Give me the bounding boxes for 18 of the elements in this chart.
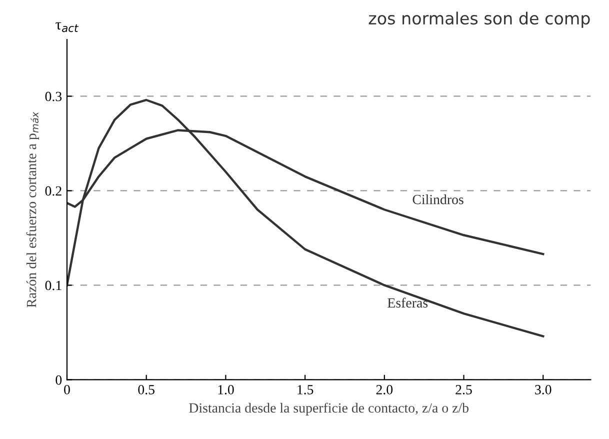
line-series	[66, 98, 544, 338]
y-axis-title: Razón del esfuerzo cortante a p$_{máx}$	[26, 112, 40, 308]
x-tick-label: 0	[64, 385, 70, 394]
x-tick-label: 1.5	[298, 385, 314, 394]
series-label: Esferas	[388, 298, 428, 308]
text: τ$_{act}$	[56, 22, 79, 32]
chart-title: zos normales son de comp	[368, 12, 590, 28]
y-tick-label: 0	[56, 375, 62, 385]
x-tick-label: 0.5	[138, 385, 154, 394]
y-tick-label: 0.2	[45, 186, 62, 196]
x-tick-label: 2.5	[456, 385, 472, 394]
series-label: Cilindros	[412, 194, 464, 204]
x-tick-label: 2.0	[376, 385, 393, 394]
x-axis-title: Distancia desde la superficie de contacto, z/a o z/b	[189, 402, 468, 416]
x-tick-label: 1.0	[218, 385, 234, 394]
y-tick-label: 0.3	[45, 92, 62, 102]
y-tick-label: 0.1	[45, 280, 62, 290]
x-tick-label: 3.0	[535, 385, 552, 394]
